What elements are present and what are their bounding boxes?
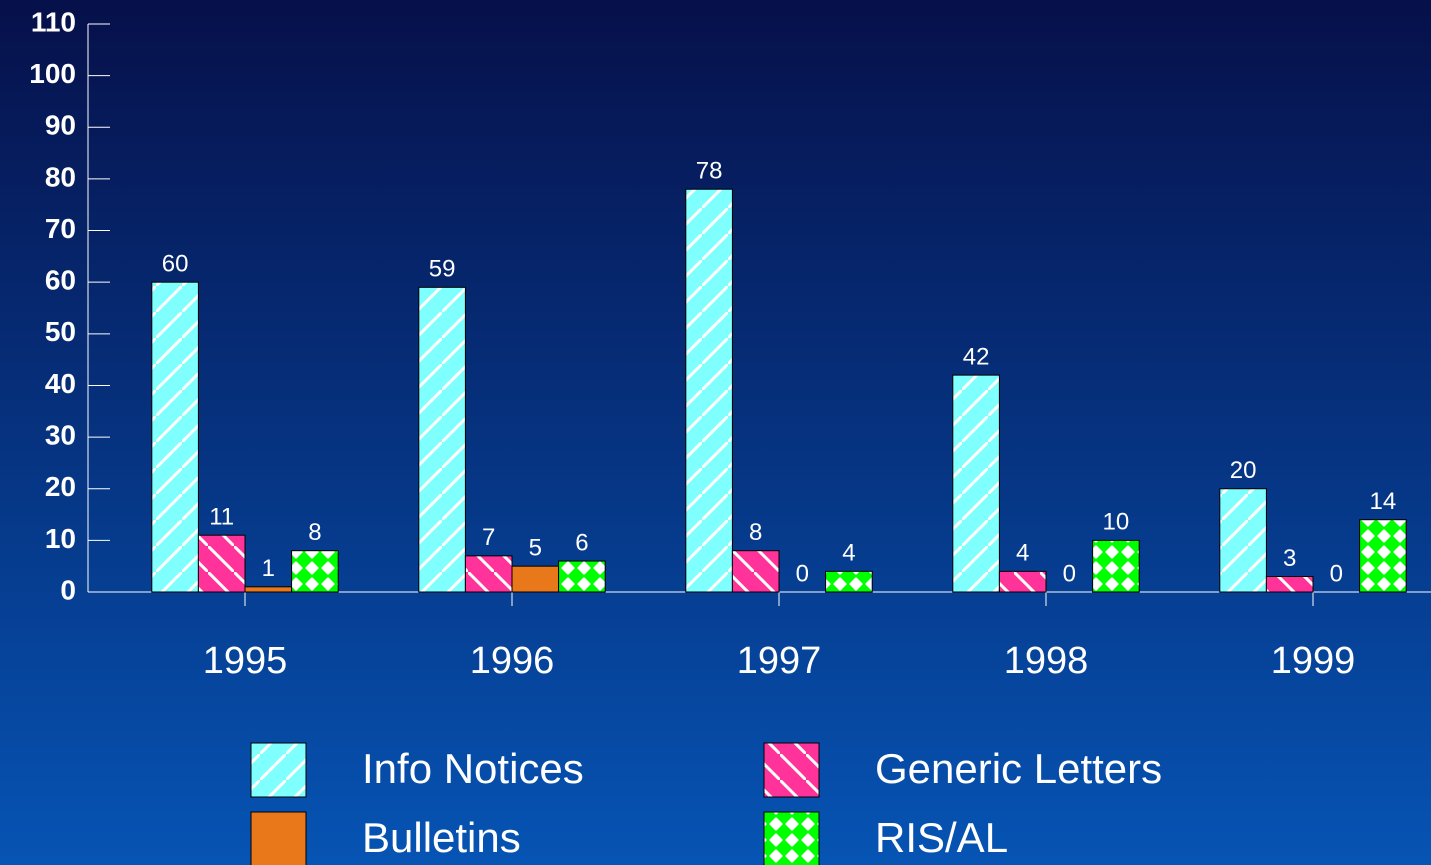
bar <box>1092 539 1140 593</box>
bar <box>558 560 606 593</box>
value-label: 0 <box>796 560 809 587</box>
value-label: 1 <box>262 555 275 582</box>
bar <box>1265 576 1314 593</box>
value-label: 4 <box>1016 540 1029 567</box>
value-label: 11 <box>209 504 234 531</box>
legend-swatch <box>763 742 820 798</box>
value-label: 14 <box>1370 488 1397 515</box>
bar <box>998 570 1047 593</box>
x-tick-label: 1997 <box>737 640 822 682</box>
bar <box>952 374 1000 593</box>
bar <box>825 570 873 593</box>
value-label: 8 <box>749 519 762 546</box>
value-label: 0 <box>1063 560 1076 587</box>
y-tick-label: 100 <box>29 58 76 89</box>
value-label: 4 <box>842 540 855 567</box>
value-label: 0 <box>1330 560 1343 587</box>
bar <box>291 550 339 593</box>
value-label: 3 <box>1283 545 1296 572</box>
bar <box>1219 488 1267 593</box>
y-tick-label: 0 <box>60 574 76 605</box>
legend-label: RIS/AL <box>875 814 1008 861</box>
y-tick-label: 10 <box>45 523 76 554</box>
legend-swatch <box>250 811 307 865</box>
legend-label: Generic Letters <box>875 745 1162 792</box>
bar <box>685 188 733 593</box>
value-label: 7 <box>482 524 495 551</box>
y-tick-label: 30 <box>45 419 76 450</box>
y-tick-label: 60 <box>45 265 76 296</box>
legend-swatch <box>250 742 307 798</box>
y-tick-label: 20 <box>45 471 76 502</box>
value-label: 20 <box>1230 457 1257 484</box>
y-tick-label: 80 <box>45 161 76 192</box>
value-label: 5 <box>529 535 542 562</box>
bar <box>151 281 199 593</box>
value-label: 59 <box>429 256 456 283</box>
value-label: 10 <box>1103 509 1130 536</box>
legend-swatch <box>763 811 820 865</box>
value-label: 60 <box>162 251 189 278</box>
bar <box>464 555 513 593</box>
y-tick-label: 90 <box>45 110 76 141</box>
value-label: 8 <box>308 519 321 546</box>
value-label: 78 <box>696 158 723 185</box>
x-tick-label: 1999 <box>1271 640 1356 682</box>
bar <box>511 565 560 593</box>
value-label: 42 <box>963 343 990 370</box>
x-tick-label: 1998 <box>1004 640 1089 682</box>
bar <box>418 286 466 593</box>
bar <box>731 550 780 593</box>
y-tick-label: 40 <box>45 368 76 399</box>
bar <box>244 586 293 593</box>
y-tick-label: 110 <box>31 6 76 37</box>
y-tick-label: 70 <box>45 213 76 244</box>
legend-label: Info Notices <box>362 745 584 792</box>
y-tick-label: 50 <box>45 316 76 347</box>
bar <box>197 534 246 593</box>
bar <box>1359 519 1407 593</box>
x-tick-label: 1996 <box>470 640 555 682</box>
legend-label: Bulletins <box>362 814 521 861</box>
value-label: 6 <box>575 529 588 556</box>
x-tick-label: 1995 <box>203 640 288 682</box>
